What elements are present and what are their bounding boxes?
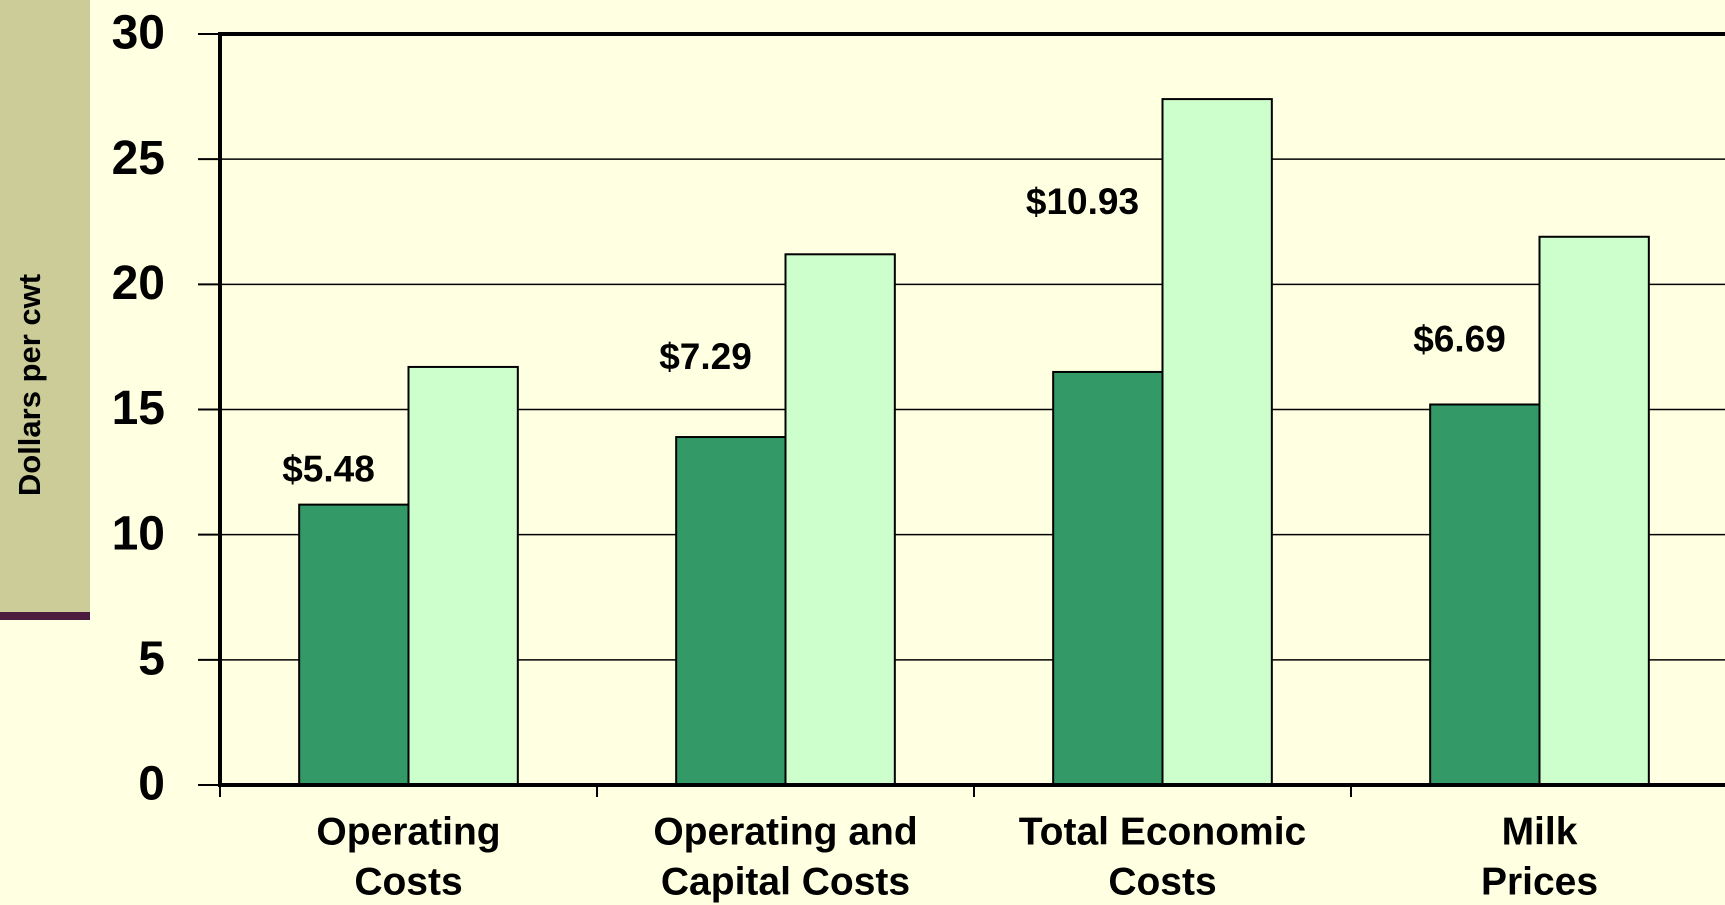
y-tick-label: 20 xyxy=(112,257,165,310)
bar xyxy=(407,365,519,786)
annotation: $6.69 xyxy=(1413,319,1506,360)
bar xyxy=(1161,98,1273,786)
y-tick-label: 30 xyxy=(112,7,165,60)
label-panel xyxy=(0,0,90,615)
bar xyxy=(298,503,410,786)
x-tick-label: Costs xyxy=(354,860,462,903)
y-tick-label: 5 xyxy=(138,633,165,686)
x-tick-label: Total Economic xyxy=(1019,810,1306,853)
y-tick-label: 0 xyxy=(138,758,165,811)
bar xyxy=(1538,235,1650,786)
x-tick-label: Capital Costs xyxy=(661,860,910,903)
label-panel-bar xyxy=(0,612,90,620)
x-tick-label: Prices xyxy=(1481,860,1598,903)
x-tick-label: Milk xyxy=(1502,810,1578,853)
x-tick-label: Operating and xyxy=(653,810,917,853)
bar xyxy=(1429,403,1541,786)
x-tick-label: Operating xyxy=(316,810,500,853)
y-axis-label: Dollars per cwt xyxy=(12,274,47,496)
bar xyxy=(675,436,787,786)
annotation: $7.29 xyxy=(659,336,752,377)
bar xyxy=(784,253,896,786)
y-tick-label: 15 xyxy=(112,382,165,435)
x-tick-label: Costs xyxy=(1108,860,1216,903)
bar xyxy=(1052,370,1164,786)
annotation: $10.93 xyxy=(1026,181,1139,222)
annotation: $5.48 xyxy=(282,449,375,490)
y-tick-label: 10 xyxy=(112,507,165,560)
y-tick-label: 25 xyxy=(112,132,165,185)
